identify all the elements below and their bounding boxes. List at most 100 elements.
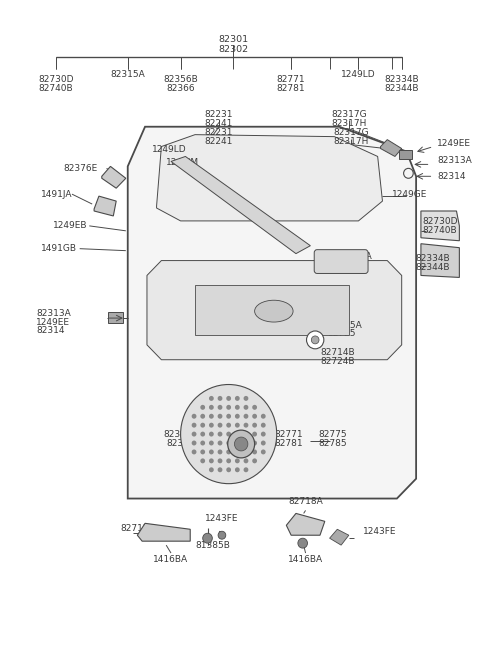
Text: 1491JA: 1491JA	[41, 190, 73, 198]
Text: 1249EE: 1249EE	[437, 139, 471, 148]
Text: 82366: 82366	[166, 84, 195, 92]
Text: 82313A: 82313A	[437, 156, 472, 165]
Circle shape	[217, 458, 222, 463]
Text: 1416BA: 1416BA	[154, 555, 189, 563]
Text: 82302: 82302	[218, 45, 249, 54]
Text: 82718A: 82718A	[288, 497, 323, 506]
Text: 82781: 82781	[277, 84, 305, 92]
Circle shape	[243, 405, 248, 410]
Text: 82317G: 82317G	[331, 110, 367, 119]
Circle shape	[192, 414, 196, 419]
Circle shape	[298, 538, 308, 548]
Circle shape	[261, 449, 265, 455]
Circle shape	[235, 432, 240, 437]
Text: 82334B: 82334B	[415, 254, 450, 263]
Polygon shape	[137, 523, 190, 541]
Text: 1249EE: 1249EE	[36, 318, 71, 327]
Circle shape	[243, 458, 248, 463]
Text: 82344B: 82344B	[415, 263, 450, 272]
Text: 82231: 82231	[205, 110, 233, 119]
Circle shape	[252, 458, 257, 463]
Circle shape	[226, 422, 231, 428]
Circle shape	[228, 430, 254, 458]
Circle shape	[252, 441, 257, 445]
Text: 82334B: 82334B	[384, 75, 419, 84]
Ellipse shape	[254, 300, 293, 322]
Circle shape	[226, 405, 231, 410]
Circle shape	[226, 467, 231, 472]
Polygon shape	[94, 196, 116, 216]
Circle shape	[261, 441, 265, 445]
Circle shape	[217, 432, 222, 437]
Circle shape	[192, 449, 196, 455]
Circle shape	[243, 422, 248, 428]
Polygon shape	[128, 126, 416, 498]
Circle shape	[200, 449, 205, 455]
Circle shape	[200, 441, 205, 445]
Text: 1336JC: 1336JC	[239, 453, 271, 462]
Circle shape	[252, 432, 257, 437]
Circle shape	[192, 422, 196, 428]
Circle shape	[200, 432, 205, 437]
Circle shape	[217, 422, 222, 428]
Circle shape	[217, 405, 222, 410]
Text: 82344B: 82344B	[384, 84, 419, 92]
Circle shape	[192, 441, 196, 445]
Circle shape	[243, 441, 248, 445]
Text: 82714B: 82714B	[320, 348, 355, 357]
Circle shape	[209, 405, 214, 410]
Text: 1249LD: 1249LD	[152, 145, 186, 154]
Text: 1416BA: 1416BA	[288, 555, 323, 563]
Circle shape	[252, 414, 257, 419]
Circle shape	[312, 336, 319, 344]
Text: 82315A: 82315A	[110, 69, 145, 79]
Circle shape	[200, 422, 205, 428]
Text: 82740B: 82740B	[38, 84, 73, 92]
Polygon shape	[147, 261, 402, 360]
Text: 82730D: 82730D	[38, 75, 73, 84]
Text: 82317H: 82317H	[331, 119, 367, 128]
Circle shape	[243, 414, 248, 419]
Text: 82771: 82771	[277, 75, 305, 84]
Circle shape	[252, 422, 257, 428]
Circle shape	[218, 531, 226, 539]
Text: 1249EB: 1249EB	[53, 221, 87, 231]
Text: 82775: 82775	[318, 430, 347, 439]
Text: 1491GB: 1491GB	[41, 244, 77, 253]
Circle shape	[252, 449, 257, 455]
Polygon shape	[171, 157, 311, 253]
Text: 82356B: 82356B	[163, 430, 198, 439]
Text: 82376E: 82376E	[63, 164, 97, 173]
Circle shape	[209, 458, 214, 463]
Polygon shape	[287, 514, 325, 535]
Circle shape	[209, 396, 214, 401]
Circle shape	[200, 458, 205, 463]
FancyBboxPatch shape	[399, 149, 412, 159]
Circle shape	[261, 414, 265, 419]
Circle shape	[261, 422, 265, 428]
Circle shape	[217, 467, 222, 472]
Circle shape	[252, 405, 257, 410]
FancyBboxPatch shape	[108, 312, 123, 323]
Circle shape	[192, 432, 196, 437]
Polygon shape	[421, 211, 459, 241]
Text: 82314: 82314	[437, 172, 466, 181]
Text: 82724B: 82724B	[320, 357, 355, 366]
Circle shape	[226, 449, 231, 455]
Circle shape	[226, 441, 231, 445]
Polygon shape	[102, 166, 126, 188]
Circle shape	[209, 414, 214, 419]
Text: 81385B: 81385B	[195, 540, 230, 550]
Text: 82785: 82785	[318, 438, 347, 447]
Circle shape	[235, 396, 240, 401]
Text: 82231: 82231	[205, 128, 233, 137]
Text: 1249JM: 1249JM	[166, 158, 199, 167]
Text: 1243FE: 1243FE	[363, 527, 397, 536]
Circle shape	[203, 533, 212, 543]
FancyBboxPatch shape	[314, 250, 368, 273]
Circle shape	[180, 384, 277, 483]
Circle shape	[235, 458, 240, 463]
Polygon shape	[330, 529, 349, 545]
Circle shape	[200, 405, 205, 410]
Circle shape	[243, 467, 248, 472]
